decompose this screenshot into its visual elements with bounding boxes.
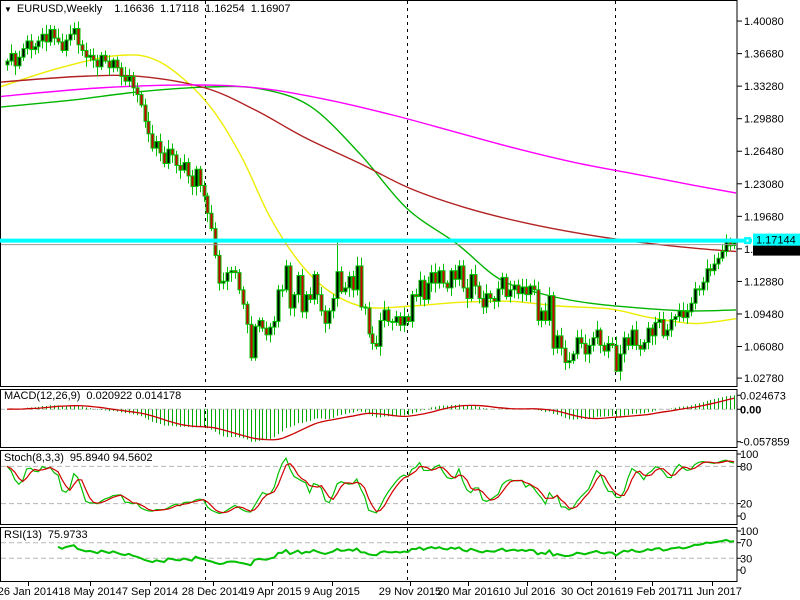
date-label: 10 Jul 2016 <box>499 586 556 598</box>
date-label: 9 Aug 2015 <box>304 586 360 598</box>
rsi-name: RSI(13) <box>4 529 42 541</box>
axis-tick-label: 100 <box>740 449 758 461</box>
hline-price-label[interactable] <box>753 233 800 246</box>
rsi-line <box>57 538 735 567</box>
macd-values: 0.020922 0.014178 <box>86 390 182 402</box>
axis-tick-label: 30 <box>740 553 752 565</box>
ma-green-medium <box>1 85 736 312</box>
macd-signal-line <box>6 397 735 441</box>
time-scale[interactable]: 26 Jan 2014 18 May 2014 7 Sep 2014 28 Dec 2… <box>0 582 742 598</box>
panel-frame <box>0 389 738 448</box>
stoch-k-line <box>6 456 735 515</box>
axis-tick-label: 70 <box>740 538 752 550</box>
macd-indicator-label: MACD(12,26,9) 0.020922 0.014178 <box>4 390 187 402</box>
hline-handle-dot <box>746 239 749 242</box>
price-tick-label: 1.33280 <box>744 81 784 93</box>
macd-name: MACD(12,26,9) <box>4 390 81 402</box>
date-label: 11 Jun 2017 <box>682 586 742 598</box>
price-tick-label: 1.19680 <box>744 211 784 223</box>
horizontal-level-line[interactable] <box>0 238 752 243</box>
axis-tick-label: 20 <box>740 499 752 511</box>
date-label: 18 May 2014 <box>58 586 122 598</box>
date-label: 20 Mar 2016 <box>437 586 499 598</box>
stoch-indicator-label: Stoch(8,3,3) 95.8940 94.5602 <box>4 452 159 464</box>
symbol-timeframe-label: EURUSD,Weekly <box>16 3 103 15</box>
rsi-indicator-label: RSI(13) 75.9733 <box>4 529 94 541</box>
ma-magenta-slowest <box>1 84 736 194</box>
axis-tick-label: 80 <box>740 461 752 473</box>
open-value: 1.16636 <box>114 3 155 15</box>
panel-frame <box>0 450 738 525</box>
stoch-values: 95.8940 94.5602 <box>69 452 153 464</box>
date-label: 28 Dec 2014 <box>182 586 244 598</box>
macd-histogram <box>11 395 735 442</box>
date-label: 29 Nov 2015 <box>379 586 441 598</box>
price-tick-label: 1.29880 <box>744 114 784 126</box>
price-tick-label: 1.02780 <box>744 373 784 385</box>
current-price-marker <box>753 245 800 256</box>
axis-tick-label: 0.024673 <box>740 390 786 402</box>
date-label: 7 Sep 2014 <box>122 586 178 598</box>
axis-tick-label: 100 <box>740 526 758 538</box>
axis-tick-label: 0 <box>740 565 746 577</box>
chart-header: ▼ EURUSD,Weekly 1.16636 1.17118 1.16254 … <box>4 3 297 15</box>
price-tick-label: 1.26480 <box>744 146 784 158</box>
date-label: 19 Feb 2017 <box>621 586 683 598</box>
hline-price-text: 1.17144 <box>756 235 796 247</box>
low-value: 1.16254 <box>205 3 245 15</box>
axis-tick-label: -0.057859 <box>740 437 790 449</box>
stoch-name: Stoch(8,3,3) <box>4 452 64 464</box>
stoch-d-line <box>6 460 735 514</box>
rsi-values: 75.9733 <box>47 529 88 541</box>
price-tick-label: 1.09480 <box>744 309 784 321</box>
price-tick-label: 1.06080 <box>744 342 784 354</box>
price-tick-label: 1.36680 <box>744 49 784 61</box>
price-chart-area[interactable] <box>0 21 737 381</box>
axis-tick-label: 0 <box>740 511 746 523</box>
price-tick-label: 1.40080 <box>744 16 784 28</box>
date-label: 19 Apr 2015 <box>242 586 301 598</box>
date-label: 26 Jan 2014 <box>0 586 58 598</box>
price-tick-label: 1.12880 <box>744 276 784 288</box>
date-label: 30 Oct 2016 <box>561 586 621 598</box>
close-value: 1.16907 <box>250 3 291 15</box>
price-tick-label: 1.23080 <box>744 179 784 191</box>
symbol-dropdown-icon[interactable]: ▼ <box>4 4 12 14</box>
price-scale[interactable]: 1.40080 1.36680 1.33280 1.29880 1.26480 1.230… <box>737 16 784 385</box>
macd-zero-label: 0.00 <box>740 404 761 416</box>
high-value: 1.17118 <box>160 3 200 15</box>
